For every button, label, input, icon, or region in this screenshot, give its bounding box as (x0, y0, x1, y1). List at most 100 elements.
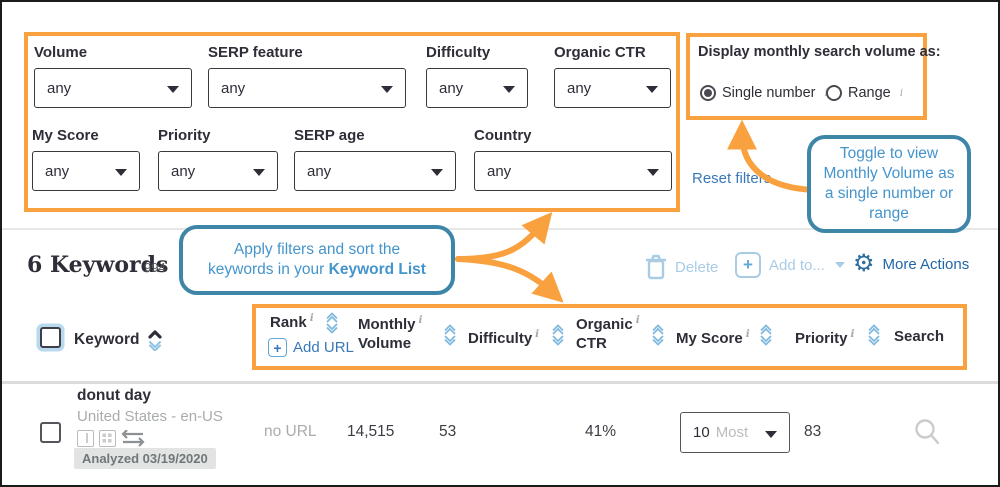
info-icon[interactable]: i (745, 328, 750, 340)
difficulty-column-header[interactable]: Difficulty i (468, 328, 539, 349)
priority-column-header[interactable]: Priority i (795, 328, 855, 349)
filter-country-label: Country (474, 127, 532, 144)
filter-country-value: any (487, 162, 512, 180)
my-score-column-label: My Score (676, 330, 743, 347)
filter-organic-ctr-select[interactable]: any (554, 68, 671, 108)
filter-serp-feature-label: SERP feature (208, 44, 303, 61)
organic-ctr-column-header[interactable]: Organic i CTR (576, 314, 640, 354)
monthly-volume-column-header[interactable]: Monthly i Volume (358, 314, 423, 354)
info-icon[interactable]: i (418, 314, 423, 326)
filter-serp-feature-select[interactable]: any (208, 68, 406, 108)
rank-cell: no URL (264, 423, 317, 440)
monthly-volume-line2: Volume (358, 334, 412, 352)
radio-range-label: Range (848, 85, 891, 101)
filter-organic-ctr-label: Organic CTR (554, 44, 646, 61)
analyzed-badge: Analyzed 03/19/2020 (74, 448, 216, 469)
difficulty-column-label: Difficulty (468, 330, 533, 347)
priority-cell: 83 (804, 423, 822, 440)
sort-icon[interactable] (324, 312, 340, 334)
add-url-label: Add URL (293, 339, 354, 356)
info-icon[interactable]: i (850, 328, 855, 340)
rank-column-label: Rank (270, 314, 307, 331)
filter-my-score: My Score any (32, 127, 140, 191)
reset-filters-link[interactable]: Reset filters (692, 170, 772, 187)
search-column-label: Search (894, 328, 945, 345)
keyword-count-heading: 6 Keywords (27, 252, 169, 278)
filter-priority-value: any (171, 162, 196, 180)
report-icon[interactable] (77, 430, 94, 447)
select-all-checkbox[interactable] (40, 327, 61, 348)
columns-annotation-box (252, 304, 967, 370)
monthly-volume-cell: 14,515 (347, 423, 395, 440)
filter-serp-feature-value: any (221, 79, 246, 97)
add-url-link[interactable]: + Add URL (268, 338, 354, 357)
info-icon[interactable]: i (899, 87, 904, 99)
radio-single-number[interactable]: Single number i (700, 85, 828, 101)
filters-annotation-box (24, 32, 680, 212)
add-to-button[interactable]: + Add to... (735, 252, 845, 278)
search-icon[interactable] (912, 417, 942, 447)
info-icon[interactable]: i (535, 328, 540, 340)
filter-volume-label: Volume (34, 44, 88, 61)
chevron-down-icon (381, 86, 393, 93)
radio-single-number-label: Single number (722, 85, 816, 101)
filter-priority-select[interactable]: any (158, 151, 278, 191)
rank-column-header[interactable]: Rank i (270, 312, 314, 333)
more-actions-label: More Actions (882, 255, 970, 273)
filter-serp-age-select[interactable]: any (294, 151, 456, 191)
search-column-header: Search (894, 328, 944, 347)
filter-my-score-value: any (45, 162, 70, 180)
info-icon[interactable]: i (635, 314, 640, 326)
apply-callout-line2: keywords in your Keyword List (189, 260, 445, 280)
gear-icon: ⚙ (853, 250, 875, 277)
monthly-volume-line1: Monthly (358, 316, 416, 333)
display-volume-title: Display monthly search volume as: (698, 44, 941, 60)
sort-ascending-icon[interactable] (147, 329, 163, 351)
chevron-down-icon (834, 262, 845, 268)
arrow-apply-to-header (455, 256, 564, 303)
filter-my-score-label: My Score (32, 127, 99, 144)
filter-country: Country any (474, 127, 672, 191)
radio-unselected-icon[interactable] (826, 85, 842, 101)
info-icon[interactable]: i (309, 312, 314, 324)
radio-selected-icon[interactable] (700, 85, 716, 101)
filter-volume-select[interactable]: any (34, 68, 192, 108)
chevron-down-icon (253, 169, 265, 176)
sort-icon[interactable] (442, 324, 458, 346)
filter-difficulty-label: Difficulty (426, 44, 491, 61)
sort-icon[interactable] (650, 324, 666, 346)
filter-serp-age-label: SERP age (294, 127, 365, 144)
delete-button[interactable]: Delete (645, 254, 718, 280)
row-divider (2, 381, 998, 384)
filter-organic-ctr: Organic CTR any (554, 44, 671, 108)
sort-icon[interactable] (758, 324, 774, 346)
difficulty-cell: 53 (439, 423, 457, 440)
filter-my-score-select[interactable]: any (32, 151, 140, 191)
add-to-label: Add to... (769, 256, 825, 274)
radio-range[interactable]: Range i (826, 85, 903, 101)
compare-arrows-icon[interactable] (121, 430, 145, 447)
keyword-name[interactable]: donut day (77, 387, 152, 404)
grid-icon[interactable] (99, 430, 116, 447)
filter-country-select[interactable]: any (474, 151, 672, 191)
plus-icon: + (735, 252, 761, 278)
filter-organic-ctr-value: any (567, 79, 592, 97)
organic-ctr-cell: 41% (585, 423, 617, 440)
filter-serp-feature: SERP feature any (208, 44, 406, 108)
sort-icon[interactable] (866, 324, 882, 346)
apply-filters-callout-bubble: Apply filters and sort the keywords in y… (179, 225, 455, 295)
filter-volume: Volume any (34, 44, 192, 108)
my-score-option-label: Most (715, 424, 749, 441)
row-checkbox[interactable] (40, 422, 61, 443)
organic-ctr-line2: CTR (576, 334, 607, 352)
filter-difficulty-select[interactable]: any (426, 68, 528, 108)
my-score-column-header[interactable]: My Score i (676, 328, 750, 349)
keyword-column-header[interactable]: Keyword (74, 329, 163, 351)
more-actions-button[interactable]: ⚙ More Actions (853, 252, 969, 276)
sort-icon[interactable] (550, 324, 566, 346)
keyword-column-label: Keyword (74, 331, 140, 348)
my-score-select[interactable]: 10 Most (680, 412, 790, 453)
filter-difficulty: Difficulty any (426, 44, 528, 108)
priority-column-label: Priority (795, 330, 848, 347)
